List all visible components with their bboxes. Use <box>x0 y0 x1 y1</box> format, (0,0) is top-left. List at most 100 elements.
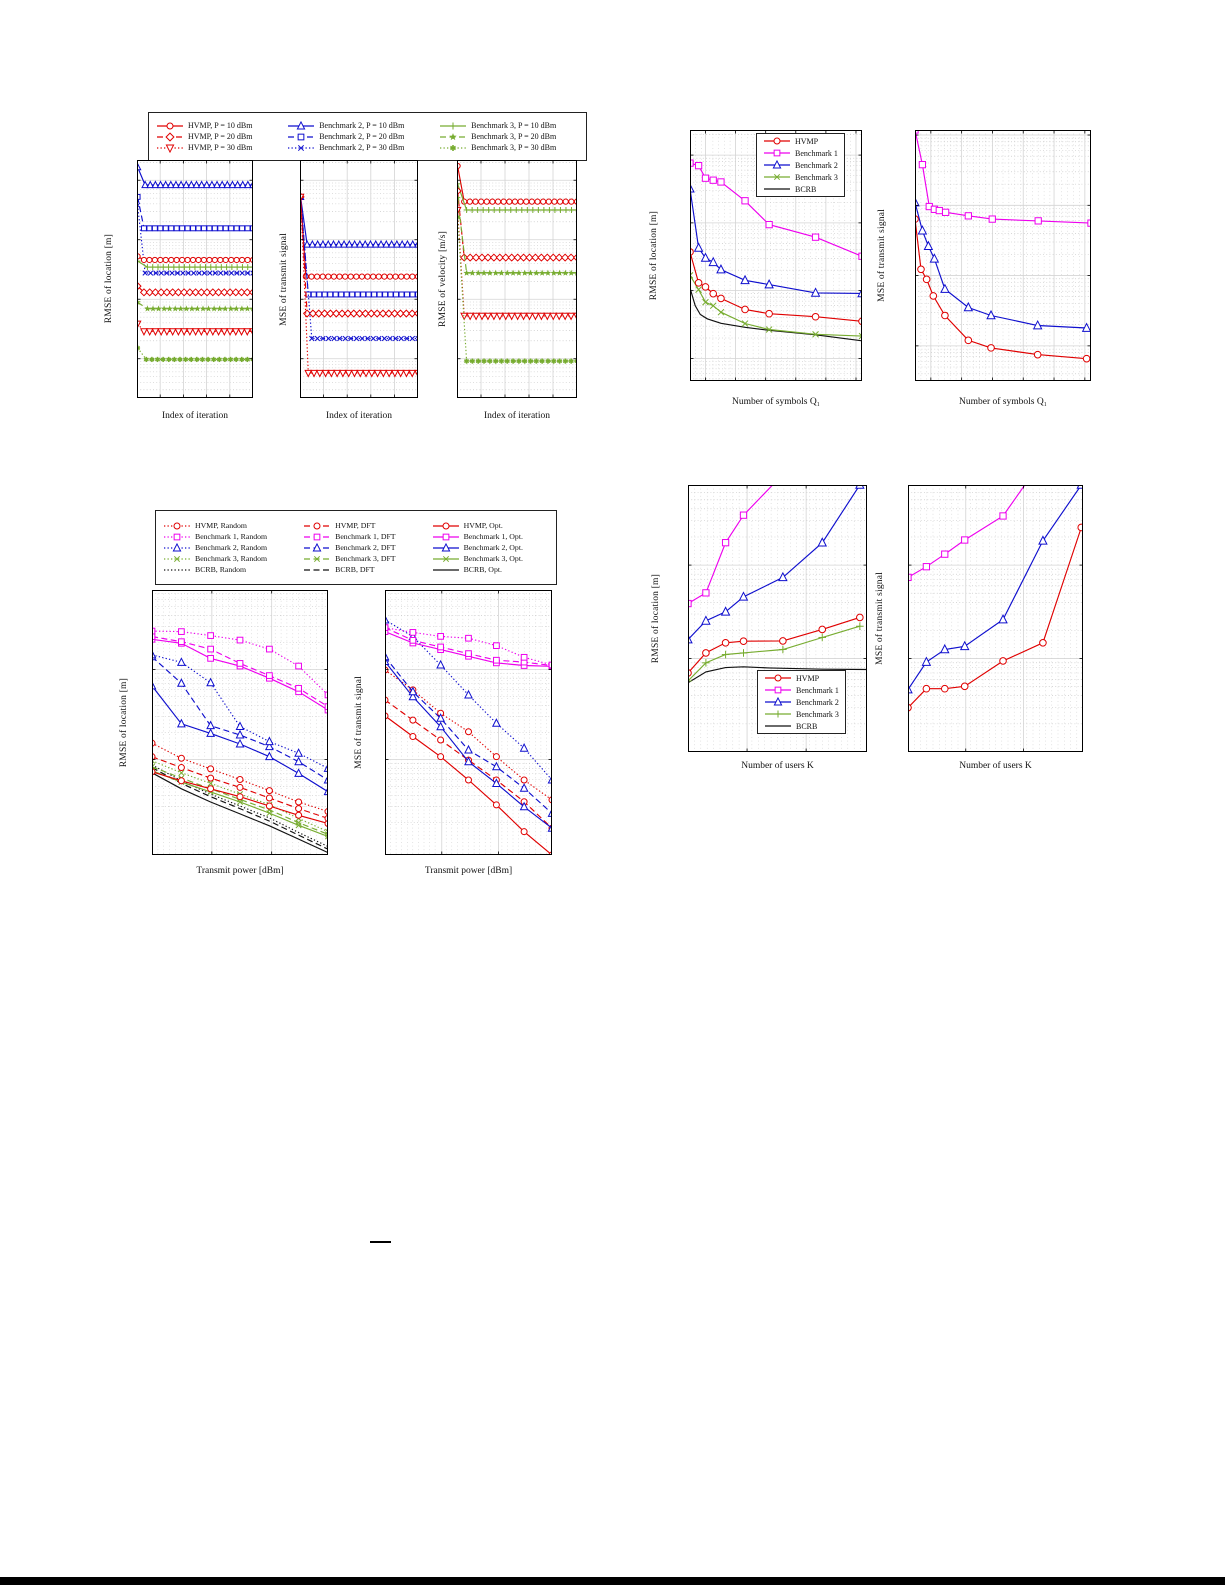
legend-label: Benchmark 3, P = 30 dBm <box>471 143 557 152</box>
legend-entry: Benchmark 2, Random <box>163 542 293 553</box>
legend-entry: HVMP, Opt. <box>432 521 549 531</box>
legend-entry: Benchmark 3 <box>763 172 838 182</box>
short-rule <box>370 1241 391 1243</box>
legend-entry: BCRB, DFT <box>303 565 421 575</box>
fig4-ylabel-location: RMSE of location [m] <box>648 485 663 752</box>
legend-line-sample <box>288 144 315 151</box>
legend-line-sample <box>157 131 183 142</box>
legend-line-sample <box>765 674 791 682</box>
fig4-ylabel-mse: MSE of transmit signal <box>872 485 887 752</box>
legend-line-sample <box>764 149 790 157</box>
legend-entry: BCRB, Random <box>163 565 293 575</box>
legend-label: HVMP <box>796 673 820 683</box>
fig1-panel-rmse-location <box>137 160 253 398</box>
legend-label: BCRB <box>796 721 818 731</box>
fig3-ylabel-mse: MSE of transmit signal <box>351 590 366 855</box>
legend-entry: Benchmark 3, Random <box>163 554 293 564</box>
legend-line-sample <box>288 133 315 140</box>
legend-line-sample <box>164 533 190 540</box>
legend-entry: Benchmark 2, P = 10 dBm <box>287 120 427 131</box>
legend-line-sample <box>288 120 315 129</box>
fig1-xlabel-2: Index of iteration <box>300 411 418 421</box>
legend-line-sample <box>764 188 790 190</box>
xlabel-text: Transmit power [dBm] <box>196 866 284 876</box>
legend-label: BCRB, Opt. <box>463 565 502 574</box>
xlabel-text: Index of iteration <box>162 411 228 421</box>
legend-label: HVMP, DFT <box>335 521 376 530</box>
legend-label: HVMP, P = 10 dBm <box>188 121 253 130</box>
legend-label: Benchmark 2, Opt. <box>463 543 523 552</box>
legend-label: Benchmark 2 <box>796 697 839 707</box>
legend-entry: HVMP, Random <box>163 521 293 531</box>
ylabel-text: RMSE of location [m] <box>118 677 129 768</box>
fig1-xlabel-3: Index of iteration <box>457 411 577 421</box>
legend-line-sample <box>440 144 467 151</box>
legend-line-sample <box>304 533 331 540</box>
xlabel-text: Number of symbols Q₁ <box>731 397 820 407</box>
legend-entry: Benchmark 2 <box>763 160 838 170</box>
legend-entry: HVMP <box>764 673 839 683</box>
ylabel-text: MSE of transmit signal <box>353 676 364 769</box>
legend-line-sample <box>432 533 459 540</box>
legend-entry: Benchmark 2, P = 20 dBm <box>287 132 427 142</box>
ylabel-text: MSE of transmit signal <box>278 232 289 326</box>
ylabel-text: RMSE of location [m] <box>648 210 659 301</box>
fig4-xlabel-1: Number of users K <box>688 761 867 771</box>
legend-line-sample <box>432 522 459 529</box>
legend-line-sample <box>164 555 190 562</box>
legend-entry: Benchmark 3, P = 10 dBm <box>439 121 579 131</box>
legend-line-sample <box>157 122 183 129</box>
fig1-ylabel-velocity: RMSE of velocity [m/s] <box>435 160 450 398</box>
legend-entry: Benchmark 2 <box>764 697 839 707</box>
legend-entry: Benchmark 3, P = 30 dBm <box>439 143 579 153</box>
ylabel-text: RMSE of velocity [m/s] <box>437 231 448 327</box>
ylabel-text: MSE of transmit signal <box>876 209 887 302</box>
legend-entry: HVMP, DFT <box>303 521 421 531</box>
legend-label: BCRB, DFT <box>335 565 375 574</box>
xlabel-text: Number of users K <box>959 761 1032 771</box>
legend-line-sample <box>164 542 190 551</box>
xlabel-text: Index of iteration <box>326 411 392 421</box>
legend-entry: HVMP, P = 20 dBm <box>156 131 275 142</box>
legend-line-sample <box>765 686 791 694</box>
legend-line-sample <box>432 542 459 551</box>
legend-line-sample <box>765 710 791 718</box>
legend-entry: Benchmark 3, DFT <box>303 554 421 564</box>
legend-line-sample <box>304 555 331 562</box>
legend-line-sample <box>764 137 790 145</box>
legend-label: Benchmark 1 <box>795 148 838 158</box>
xlabel-text: Index of iteration <box>484 411 550 421</box>
fig3-xlabel-1: Transmit power [dBm] <box>152 866 328 876</box>
legend-label: HVMP, Opt. <box>463 521 503 530</box>
legend-line-sample <box>764 173 790 181</box>
legend-line-sample <box>164 522 190 529</box>
legend-entry: Benchmark 1, Random <box>163 532 293 542</box>
fig3-panel-mse-signal <box>385 590 552 855</box>
legend-line-sample <box>764 160 790 169</box>
legend-line-sample <box>157 144 183 153</box>
ylabel-text: RMSE of location [m] <box>103 234 114 324</box>
legend-entry: Benchmark 1, Opt. <box>432 532 549 542</box>
fig1-panel-mse-signal <box>300 160 418 398</box>
xlabel-text: Number of symbols Q₁ <box>958 397 1047 407</box>
legend-line-sample <box>765 725 791 727</box>
legend-label: Benchmark 2 <box>795 160 838 170</box>
bottom-bar <box>0 1577 1225 1585</box>
legend-entry: HVMP <box>763 136 838 146</box>
xlabel-text: Number of users K <box>741 761 814 771</box>
fig1-panel-rmse-velocity <box>457 160 577 398</box>
legend-label: Benchmark 2, DFT <box>335 543 396 552</box>
legend-label: Benchmark 1, Random <box>195 532 268 541</box>
fig3-legend: HVMP, Random HVMP, DFT HVMP, Opt. Benchmark… <box>155 510 557 585</box>
fig2-ylabel-mse: MSE of transmit signal <box>874 130 889 381</box>
fig2-ylabel-location: RMSE of location [m] <box>646 130 661 381</box>
fig3-ylabel-location: RMSE of location [m] <box>116 590 131 855</box>
fig1-xlabel-1: Index of iteration <box>137 411 253 421</box>
legend-label: Benchmark 1, Opt. <box>463 532 523 541</box>
legend-label: BCRB <box>795 184 817 194</box>
legend-entry: Benchmark 3, P = 20 dBm <box>439 132 579 142</box>
fig2-xlabel-1: Number of symbols Q₁ <box>690 397 862 407</box>
fig4-legend: HVMP Benchmark 1 Benchmark 2 Benchmark 3 BCR… <box>757 670 846 734</box>
legend-line-sample <box>304 542 331 551</box>
